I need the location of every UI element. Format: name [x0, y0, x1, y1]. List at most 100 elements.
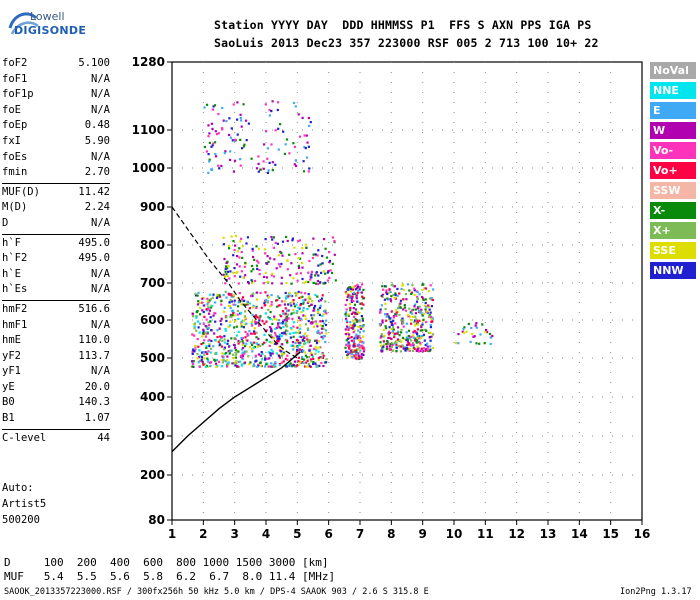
echo-point [225, 319, 228, 323]
echo-point [201, 301, 204, 304]
echo-point [202, 342, 205, 345]
echo-point [280, 361, 283, 364]
echo-point [323, 322, 326, 325]
echo-point [209, 304, 212, 307]
echo-point [227, 350, 230, 353]
echo-point [295, 352, 298, 355]
echo-point [347, 345, 350, 348]
echo-point [271, 365, 274, 368]
distance-row: D 100 200 400 600 800 1000 1500 3000 [km… [4, 556, 329, 569]
echo-point [198, 356, 201, 359]
echo-point [289, 336, 292, 339]
echo-point [416, 298, 419, 301]
echo-point [385, 289, 388, 292]
echo-point [255, 342, 258, 345]
echo-point [278, 296, 281, 300]
echo-point [233, 299, 236, 302]
echo-point [191, 365, 194, 368]
echo-point [251, 280, 254, 283]
echo-point [345, 319, 348, 322]
echo-point [319, 263, 322, 266]
echo-point [418, 293, 421, 296]
echo-point [228, 301, 231, 304]
echo-point [228, 117, 231, 120]
echo-point [300, 311, 303, 314]
echo-point [209, 351, 212, 354]
echo-point [271, 322, 274, 325]
echo-point [347, 353, 350, 356]
echo-point [401, 344, 404, 347]
echo-point [397, 326, 400, 329]
echo-point [266, 262, 269, 265]
echo-point [295, 303, 298, 306]
echo-point [231, 310, 234, 313]
x-tick-label: 14 [571, 527, 588, 541]
echo-point [359, 285, 362, 289]
echo-point [220, 345, 224, 348]
echo-point [229, 299, 232, 302]
echo-point [273, 315, 276, 318]
echo-point [353, 337, 356, 340]
echo-point [303, 332, 307, 335]
echo-point [293, 246, 296, 249]
echo-point [301, 295, 304, 298]
echo-point [194, 292, 197, 295]
echo-point [252, 346, 255, 349]
echo-point [251, 343, 254, 346]
echo-point [354, 349, 357, 352]
echo-point [220, 323, 223, 326]
echo-point [230, 337, 233, 340]
y-tick-label: 1100 [132, 123, 165, 137]
echo-point [205, 150, 208, 153]
echo-point [280, 335, 283, 338]
echo-point [420, 335, 423, 338]
echo-point [379, 341, 382, 344]
echo-point [303, 146, 306, 149]
echo-point [204, 325, 207, 328]
echo-point [423, 304, 426, 307]
param-row: foEs N/A [2, 150, 110, 166]
echo-point [397, 306, 400, 310]
echo-point [301, 266, 304, 269]
echo-point [315, 271, 318, 274]
echo-point [429, 284, 432, 287]
echo-point [322, 354, 325, 357]
echo-point [210, 145, 213, 148]
echo-point [241, 245, 244, 248]
echo-point [215, 133, 219, 136]
echo-point [251, 249, 254, 252]
echo-point [206, 359, 210, 362]
echo-point [197, 361, 200, 364]
echo-point [352, 344, 355, 347]
echo-point [282, 351, 286, 354]
echo-point [215, 155, 218, 158]
echo-point [351, 327, 354, 330]
echo-point [312, 281, 315, 284]
echo-point [314, 320, 317, 323]
echo-point [197, 320, 200, 323]
echo-point [355, 333, 358, 336]
echo-point [213, 104, 217, 107]
echo-point [316, 254, 319, 257]
echo-point [225, 265, 228, 268]
status-left: SAOOK_2013357223000.RSF / 300fx256h 50 k… [4, 587, 429, 597]
echo-point [215, 352, 218, 355]
echo-point [402, 347, 405, 350]
echo-point [292, 308, 295, 311]
legend-item-vo-: Vo+ [650, 162, 696, 179]
echo-point [321, 262, 324, 265]
echo-point [275, 326, 278, 329]
echo-point [362, 353, 365, 356]
echo-point [427, 305, 430, 308]
echo-point [312, 320, 315, 324]
echo-point [220, 164, 223, 167]
echo-point [263, 304, 266, 307]
echo-point [240, 354, 243, 357]
echo-point [280, 315, 283, 318]
auto-label: Auto: [2, 482, 34, 494]
echo-point [287, 309, 290, 312]
echo-point [381, 285, 384, 288]
echo-point [241, 363, 244, 366]
echo-point [290, 304, 293, 307]
echo-point [404, 293, 407, 296]
